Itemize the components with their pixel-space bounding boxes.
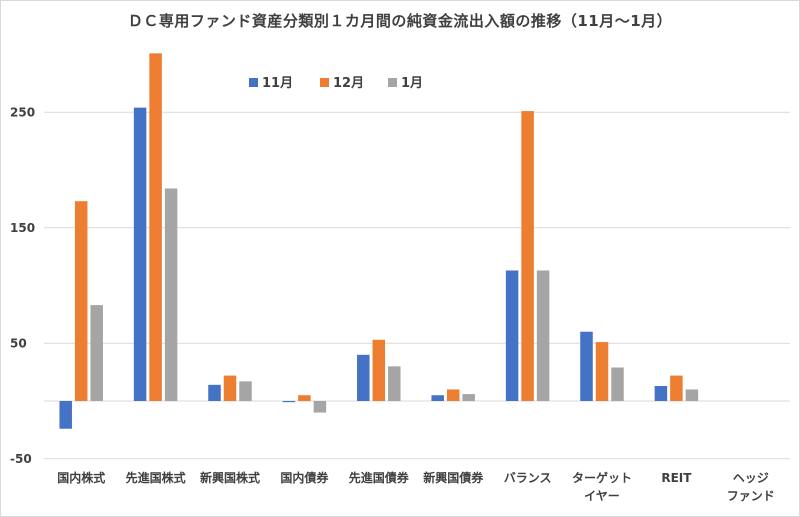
legend: 11月 12月 1月 [249,76,423,91]
x-category-label: 新興国債券 [423,470,484,485]
x-category-label: REIT [661,471,692,485]
x-category-label: 先進国債券 [349,470,410,485]
bar-12月-ターゲットイヤー [595,342,609,401]
bar-11月-国内債券 [282,401,296,403]
bar-1月-REIT [685,389,699,401]
legend-label: 1月 [401,76,423,91]
bar-11月-新興国株式 [208,384,221,401]
bar-1月-先進国株式 [164,188,178,401]
y-axis-ticks: -50 50 150 250 [10,105,35,466]
bar-12月-国内債券 [298,395,311,401]
bar-12月-新興国債券 [446,389,460,401]
bar-11月-ターゲットイヤー [580,331,593,401]
bar-1月-国内債券 [313,401,327,413]
bar-12月-先進国債券 [372,339,386,401]
bar-11月-REIT [654,385,668,401]
bar-11月-新興国債券 [431,395,444,401]
bar-11月-国内株式 [59,401,72,429]
bar-11月-先進国債券 [357,354,370,401]
legend-label: 12月 [333,76,364,91]
x-category-label: ターゲット [572,470,632,485]
x-category-label: イヤー [584,489,620,503]
x-category-label: 国内株式 [57,470,105,485]
y-tick-label: 250 [10,105,35,119]
bar-1月-先進国債券 [388,366,401,401]
x-category-label: 新興国株式 [200,470,260,485]
legend-swatch [249,78,258,87]
bar-1月-国内株式 [90,305,103,401]
x-category-label: ヘッジ [733,471,769,485]
bar-1月-新興国株式 [239,381,252,401]
y-tick-label: -50 [10,452,32,466]
y-tick-label: 50 [10,336,27,350]
y-tick-label: 150 [10,221,35,235]
x-category-label: バランス [504,471,552,485]
bar-1月-バランス [536,270,550,401]
bar-series [59,53,699,429]
chart-title: ＤＣ専用ファンド資産分類別１カ月間の純資金流出入額の推移（11月～1月） [127,12,673,30]
bar-12月-REIT [670,375,683,401]
legend-label: 11月 [262,76,293,91]
x-axis-categories: 国内株式 先進国株式 新興国株式 国内債券 先進国債券 新興国債券 バランス ターゲットイヤー… [57,470,775,503]
x-category-label: ファンド [727,489,775,503]
x-category-label: 国内債券 [280,470,329,485]
bar-11月-先進国株式 [133,107,147,401]
bar-12月-先進国株式 [149,53,162,401]
x-category-label: 先進国株式 [126,470,186,485]
bar-12月-バランス [521,111,534,401]
legend-swatch [388,78,397,87]
legend-swatch [320,78,329,87]
bar-12月-新興国株式 [223,375,237,401]
bar-1月-新興国債券 [462,394,475,401]
bar-12月-国内株式 [74,201,88,401]
bar-1月-ターゲットイヤー [611,367,624,401]
bar-11月-バランス [505,270,519,401]
